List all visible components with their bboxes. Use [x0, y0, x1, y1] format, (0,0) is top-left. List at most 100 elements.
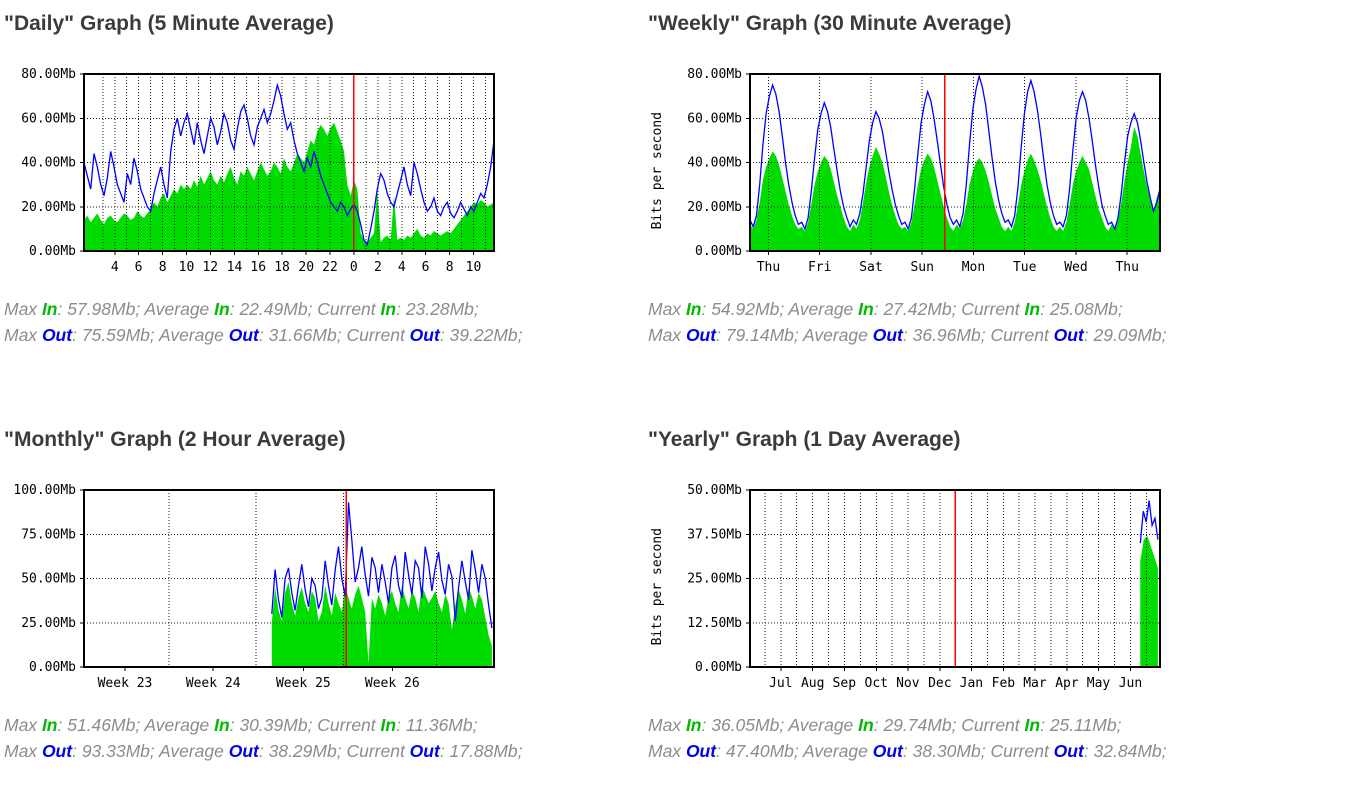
- daily-stats-out-line: Max Out: 75.59Mb; Average Out: 31.66Mb; …: [4, 322, 714, 348]
- stat-separator: ;: [307, 715, 318, 735]
- stat-separator: ;: [793, 741, 803, 761]
- stat-colon: :: [902, 325, 913, 345]
- svg-text:50.00Mb: 50.00Mb: [687, 483, 742, 498]
- in-keyword: In: [380, 715, 397, 735]
- stat-colon: :: [258, 741, 269, 761]
- stat-separator: ;: [980, 325, 991, 345]
- monthly-graph-canvas: 0.00Mb 25.00Mb 50.00Mb 75.00Mb 100.00Mb Week …: [13, 483, 495, 691]
- stat-separator: ;: [135, 715, 145, 735]
- stat-label: Current: [990, 325, 1054, 345]
- stat-value: 17.88Mb: [449, 741, 518, 761]
- stat-label: Average: [144, 715, 215, 735]
- in-keyword: In: [214, 715, 230, 735]
- svg-text:12.50Mb: 12.50Mb: [687, 616, 742, 631]
- svg-text:60.00Mb: 60.00Mb: [21, 111, 76, 126]
- yearly-stats-in-line: Max In: 36.05Mb; Average In: 29.74Mb; Cu…: [648, 712, 1358, 738]
- daily-graph-title: "Daily" Graph (5 Minute Average): [4, 12, 334, 35]
- stat-label: Max: [4, 325, 42, 345]
- stat-colon: :: [1040, 299, 1050, 319]
- svg-text:20.00Mb: 20.00Mb: [687, 200, 742, 215]
- stat-label: Current: [961, 299, 1025, 319]
- stat-label: Max: [4, 741, 42, 761]
- out-keyword: Out: [228, 325, 259, 345]
- out-keyword: Out: [409, 325, 440, 345]
- out-keyword: Out: [41, 741, 73, 761]
- svg-text:2: 2: [374, 260, 382, 275]
- stat-value: 36.05Mb: [711, 715, 780, 735]
- stat-label: Average: [803, 741, 873, 761]
- stat-value: 54.92Mb: [711, 299, 780, 319]
- yearly-graph-canvas: 0.00Mb 12.50Mb 25.00Mb 37.50Mb 50.00Mb Jul Aug…: [687, 483, 1161, 691]
- stat-value: 11.36Mb: [405, 715, 473, 735]
- out-keyword: Out: [872, 741, 903, 761]
- stat-value: 47.40Mb: [725, 741, 794, 761]
- stat-separator: ;: [336, 741, 347, 761]
- stat-value: 22.49Mb: [239, 299, 308, 319]
- stat-label: Max: [648, 715, 686, 735]
- stat-colon: :: [716, 325, 726, 345]
- y-axis-title: Bits per second: [646, 474, 668, 700]
- stat-colon: :: [72, 325, 82, 345]
- out-keyword: Out: [685, 741, 717, 761]
- in-keyword: In: [1024, 299, 1041, 319]
- stat-value: 38.29Mb: [268, 741, 337, 761]
- svg-text:Jul: Jul: [769, 676, 792, 691]
- stat-label: Average: [803, 325, 873, 345]
- daily-graph-stats: Max In: 57.98Mb; Average In: 22.49Mb; Cu…: [2, 296, 714, 348]
- stat-label: Max: [4, 715, 42, 735]
- stat-separator: ;: [517, 741, 523, 761]
- stat-label: Current: [346, 325, 410, 345]
- svg-text:37.50Mb: 37.50Mb: [687, 527, 742, 542]
- svg-text:50.00Mb: 50.00Mb: [21, 572, 76, 587]
- svg-text:75.00Mb: 75.00Mb: [21, 527, 76, 542]
- in-keyword: In: [858, 299, 874, 319]
- stat-colon: :: [716, 741, 726, 761]
- stat-label: Max: [648, 741, 686, 761]
- weekly-graph-section: "Weekly" Graph (30 Minute Average) Bits p…: [646, 8, 1358, 348]
- stat-colon: :: [701, 299, 712, 319]
- daily-graph-canvas: 0.00Mb 20.00Mb 40.00Mb 60.00Mb 80.00Mb 4 6 8 10 1…: [21, 67, 495, 275]
- out-keyword: Out: [872, 325, 903, 345]
- svg-text:Jun: Jun: [1119, 676, 1142, 691]
- yearly-graph-section: "Yearly" Graph (1 Day Average) Bits per s…: [646, 424, 1358, 764]
- stat-colon: :: [701, 715, 712, 735]
- weekly-graph-stats: Max In: 54.92Mb; Average In: 27.42Mb; Cu…: [646, 296, 1358, 348]
- svg-text:0.00Mb: 0.00Mb: [695, 244, 742, 259]
- stat-label: Max: [4, 299, 42, 319]
- stat-colon: :: [396, 715, 406, 735]
- svg-text:Sat: Sat: [859, 260, 882, 275]
- in-keyword: In: [1024, 715, 1041, 735]
- stat-value: 57.98Mb: [67, 299, 136, 319]
- stat-separator: ;: [951, 299, 962, 319]
- svg-text:8: 8: [446, 260, 454, 275]
- svg-text:0: 0: [350, 260, 358, 275]
- in-keyword: In: [214, 299, 230, 319]
- monthly-stats-in-line: Max In: 51.46Mb; Average In: 30.39Mb; Cu…: [4, 712, 714, 738]
- stat-colon: :: [439, 741, 450, 761]
- stat-separator: ;: [1161, 741, 1167, 761]
- svg-text:Thu: Thu: [1115, 260, 1138, 275]
- svg-text:Jan: Jan: [960, 676, 983, 691]
- stat-colon: :: [229, 299, 240, 319]
- stat-colon: :: [396, 299, 406, 319]
- daily-graph-row: 0.00Mb 20.00Mb 40.00Mb 60.00Mb 80.00Mb 4 6 8 10 1…: [2, 58, 714, 284]
- out-keyword: Out: [41, 325, 73, 345]
- y-axis-title-text: Bits per second: [649, 112, 665, 230]
- weekly-graph-row: Bits per second 0.00Mb 20.00Mb 40.00Mb 60.00…: [646, 58, 1358, 284]
- stat-value: 31.66Mb: [268, 325, 337, 345]
- svg-text:Week 26: Week 26: [365, 676, 420, 691]
- stat-colon: :: [1040, 715, 1050, 735]
- svg-text:Week 25: Week 25: [276, 676, 331, 691]
- stat-label: Average: [159, 741, 229, 761]
- svg-text:0.00Mb: 0.00Mb: [695, 660, 742, 675]
- in-keyword: In: [858, 715, 874, 735]
- stat-label: Average: [159, 325, 229, 345]
- daily-graph-section: "Daily" Graph (5 Minute Average) 0.00Mb 20…: [2, 8, 714, 348]
- stat-colon: :: [873, 299, 884, 319]
- svg-text:Apr: Apr: [1055, 676, 1079, 691]
- out-keyword: Out: [1053, 741, 1084, 761]
- stat-value: 25.08Mb: [1049, 299, 1118, 319]
- svg-text:4: 4: [398, 260, 406, 275]
- stat-value: 39.22Mb: [449, 325, 518, 345]
- svg-text:10: 10: [179, 260, 195, 275]
